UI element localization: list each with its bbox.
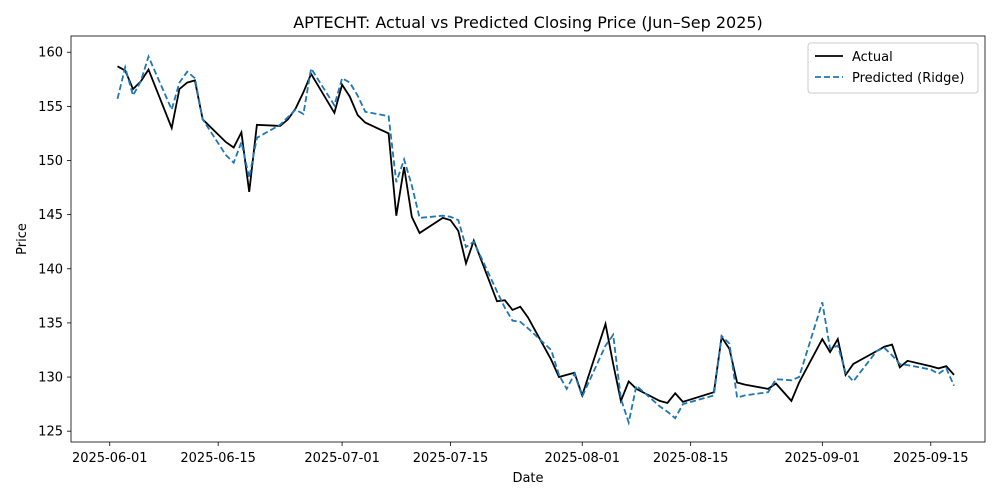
y-tick-label: 125 <box>38 425 63 440</box>
legend: Actual Predicted (Ridge) <box>807 42 979 94</box>
y-axis-title: Price <box>15 223 30 255</box>
legend-label-actual: Actual <box>852 50 893 65</box>
y-tick-label: 145 <box>38 208 63 223</box>
series-line-actual <box>117 65 955 405</box>
x-tick-label: 2025-09-15 <box>893 451 969 466</box>
x-axis-title: Date <box>512 471 543 486</box>
y-tick-label: 130 <box>38 371 63 386</box>
plot-area <box>70 35 986 443</box>
plot-frame <box>70 35 986 443</box>
legend-box <box>807 42 979 94</box>
y-tick-label: 140 <box>38 262 63 277</box>
y-tick-label: 155 <box>38 100 63 115</box>
x-tick-label: 2025-09-01 <box>785 451 861 466</box>
series-line-predicted <box>116 54 955 426</box>
x-tick-label: 2025-06-01 <box>72 451 148 466</box>
y-tick-label: 135 <box>38 316 63 331</box>
x-tick-label: 2025-07-15 <box>413 451 489 466</box>
chart-title: APTECHT: Actual vs Predicted Closing Pri… <box>293 13 763 32</box>
y-axis: 125 130 135 140 145 150 155 160 <box>38 46 71 440</box>
legend-label-predicted: Predicted (Ridge) <box>852 71 964 86</box>
y-tick-label: 160 <box>38 46 63 61</box>
x-axis: 2025-06-01 2025-06-15 2025-07-01 2025-07-15… <box>72 442 969 466</box>
y-tick-label: 150 <box>38 154 63 169</box>
x-tick-label: 2025-06-15 <box>180 451 256 466</box>
x-tick-label: 2025-08-01 <box>544 451 620 466</box>
x-tick-label: 2025-08-15 <box>653 451 729 466</box>
x-tick-label: 2025-07-01 <box>304 451 380 466</box>
